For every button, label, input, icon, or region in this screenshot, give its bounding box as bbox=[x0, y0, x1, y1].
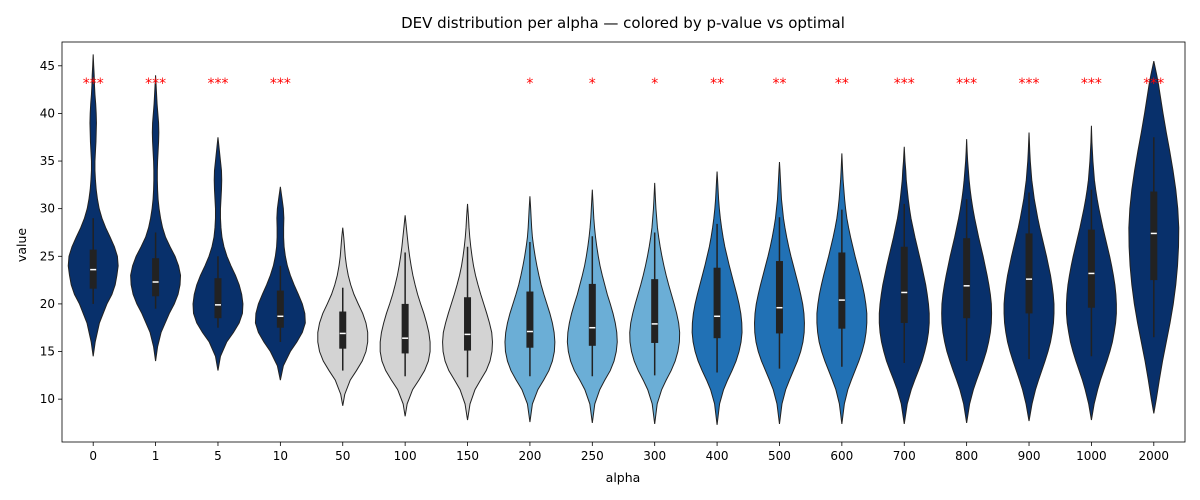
x-tick-label: 1000 bbox=[1076, 449, 1107, 463]
iqr-box-250 bbox=[588, 283, 596, 346]
iqr-box-50 bbox=[339, 311, 347, 349]
x-tick-label: 10 bbox=[273, 449, 288, 463]
x-tick-label: 0 bbox=[89, 449, 97, 463]
significance-label-600: ** bbox=[835, 76, 849, 92]
significance-label-800: *** bbox=[956, 76, 977, 92]
iqr-box-100 bbox=[401, 303, 409, 354]
x-tick-label: 600 bbox=[830, 449, 853, 463]
significance-label-400: ** bbox=[710, 76, 724, 92]
y-tick-label: 30 bbox=[40, 202, 55, 216]
iqr-box-2000 bbox=[1150, 191, 1158, 281]
x-tick-label: 500 bbox=[768, 449, 791, 463]
significance-label-1000: *** bbox=[1081, 76, 1102, 92]
y-axis-label: value bbox=[14, 228, 29, 262]
x-tick-label: 2000 bbox=[1139, 449, 1170, 463]
x-tick-label: 300 bbox=[643, 449, 666, 463]
x-tick-label: 5 bbox=[214, 449, 222, 463]
x-tick-label: 800 bbox=[955, 449, 978, 463]
y-tick-label: 10 bbox=[40, 392, 55, 406]
iqr-box-150 bbox=[464, 297, 472, 351]
iqr-box-1 bbox=[152, 258, 160, 297]
x-tick-label: 50 bbox=[335, 449, 350, 463]
x-tick-label: 250 bbox=[581, 449, 604, 463]
iqr-box-400 bbox=[713, 267, 721, 339]
significance-label-300: * bbox=[651, 76, 658, 92]
x-tick-label: 100 bbox=[394, 449, 417, 463]
x-tick-label: 200 bbox=[518, 449, 541, 463]
violin-5 bbox=[192, 137, 244, 371]
iqr-box-300 bbox=[651, 279, 659, 343]
y-tick-label: 35 bbox=[40, 154, 55, 168]
significance-label-900: *** bbox=[1019, 76, 1040, 92]
x-tick-label: 700 bbox=[893, 449, 916, 463]
significance-label-1: *** bbox=[145, 76, 166, 92]
significance-label-200: * bbox=[526, 76, 533, 92]
significance-label-500: ** bbox=[772, 76, 786, 92]
significance-label-2000: *** bbox=[1143, 76, 1164, 92]
iqr-box-10 bbox=[276, 290, 284, 328]
x-tick-label: 1 bbox=[152, 449, 160, 463]
y-tick-label: 40 bbox=[40, 106, 55, 120]
y-tick-label: 25 bbox=[40, 249, 55, 263]
x-axis-label: alpha bbox=[606, 470, 641, 485]
significance-label-5: *** bbox=[207, 76, 228, 92]
significance-label-0: *** bbox=[83, 76, 104, 92]
x-tick-label: 900 bbox=[1018, 449, 1041, 463]
significance-label-700: *** bbox=[894, 76, 915, 92]
iqr-box-600 bbox=[838, 252, 846, 329]
violin-1 bbox=[130, 75, 182, 362]
iqr-box-500 bbox=[775, 261, 783, 334]
iqr-box-800 bbox=[963, 238, 971, 319]
iqr-box-700 bbox=[900, 246, 908, 323]
y-tick-label: 45 bbox=[40, 59, 55, 73]
chart-title: DEV distribution per alpha — colored by … bbox=[401, 14, 845, 32]
y-tick-label: 20 bbox=[40, 297, 55, 311]
significance-label-250: * bbox=[589, 76, 596, 92]
x-tick-label: 150 bbox=[456, 449, 479, 463]
iqr-box-1000 bbox=[1087, 229, 1095, 308]
significance-label-10: *** bbox=[270, 76, 291, 92]
iqr-box-5 bbox=[214, 278, 222, 319]
x-tick-label: 400 bbox=[706, 449, 729, 463]
iqr-box-200 bbox=[526, 291, 534, 348]
axes-frame bbox=[61, 41, 1186, 443]
violin-0 bbox=[67, 54, 119, 357]
y-tick-label: 15 bbox=[40, 345, 55, 359]
iqr-box-900 bbox=[1025, 233, 1033, 314]
